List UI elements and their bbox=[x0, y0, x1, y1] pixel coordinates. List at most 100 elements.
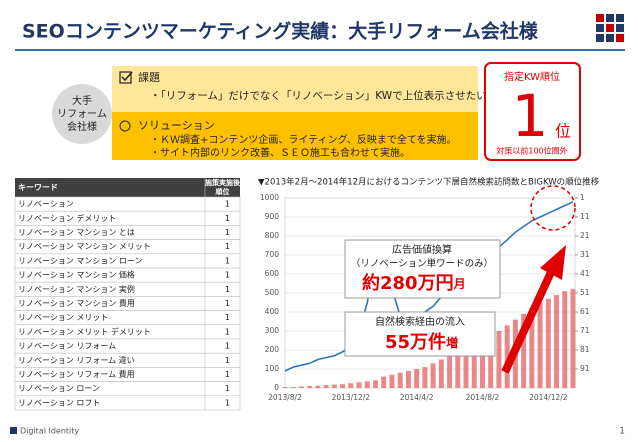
rank-cell: 1 bbox=[225, 384, 230, 393]
bar bbox=[529, 308, 535, 388]
header-cell: 順位 bbox=[216, 187, 230, 196]
keyword-cell: リノベーション マンション 実例 bbox=[18, 284, 135, 294]
callout bbox=[344, 239, 501, 299]
bar bbox=[570, 289, 576, 388]
y2-tick-label: 41 bbox=[580, 269, 590, 278]
y-tick-label: 1000 bbox=[260, 193, 279, 202]
result-rank: 1 bbox=[512, 82, 549, 150]
result-panel bbox=[484, 62, 581, 161]
logo bbox=[596, 14, 624, 42]
line bbox=[284, 201, 574, 372]
client-label: 会社様 bbox=[67, 120, 97, 133]
bar bbox=[307, 386, 313, 388]
rank-cell: 1 bbox=[225, 228, 230, 237]
rank-cell: 1 bbox=[225, 356, 230, 365]
y-tick-label: 400 bbox=[265, 307, 280, 316]
bar bbox=[471, 344, 477, 388]
table-row bbox=[14, 395, 241, 411]
y2-tick-label: 91 bbox=[580, 364, 590, 373]
bar bbox=[331, 384, 337, 388]
arrow-head bbox=[540, 245, 566, 280]
bar bbox=[381, 376, 387, 388]
bar bbox=[364, 381, 370, 388]
bar bbox=[447, 355, 453, 388]
bar bbox=[504, 325, 510, 388]
callout-value: 55万件増 bbox=[385, 331, 458, 353]
issue-text: ・「リフォーム」だけでなく「リノベーション」KWで上位表示させたい。 bbox=[150, 89, 497, 102]
rank-cell: 1 bbox=[225, 299, 230, 308]
rank-cell: 1 bbox=[225, 313, 230, 322]
highlight-circle bbox=[530, 185, 576, 231]
bar bbox=[348, 383, 354, 388]
x-tick-label: 2013/8/2 bbox=[268, 393, 302, 402]
solution-panel bbox=[112, 112, 478, 160]
callout-text: 自然検索経由の流入 bbox=[375, 315, 465, 328]
keyword-cell: リノベーション リフォーム 費用 bbox=[18, 369, 135, 379]
bar bbox=[340, 384, 346, 388]
y2-tick-label: 1 bbox=[580, 193, 585, 202]
rank-cell: 1 bbox=[225, 327, 230, 336]
bar bbox=[356, 382, 362, 388]
keyword-cell: リノベーション メリット bbox=[18, 313, 108, 322]
rank-cell: 1 bbox=[225, 214, 230, 223]
rank-cell: 1 bbox=[225, 271, 230, 280]
keyword-cell: リノベーション マンション 費用 bbox=[18, 298, 135, 308]
solution-item: ・ＫＷ調査+コンテンツ企画、ライティング、反映まで全てを実施。 bbox=[150, 133, 457, 146]
bar bbox=[290, 387, 296, 388]
callout bbox=[344, 311, 496, 357]
keyword-cell: リノベーション リフォーム 違い bbox=[18, 355, 135, 365]
slide-title: SEOコンテンツマーケティング実績：大手リフォーム会社様 bbox=[22, 20, 539, 43]
bar bbox=[282, 387, 288, 388]
bar bbox=[298, 386, 304, 388]
bar bbox=[438, 359, 444, 388]
keyword-cell: リノベーション マンション とは bbox=[18, 228, 135, 237]
rank-cell: 1 bbox=[225, 285, 230, 294]
callout-big: 約280万円 bbox=[362, 272, 454, 294]
bar bbox=[414, 369, 420, 388]
header-cell: キーワード bbox=[18, 183, 58, 192]
page-number: 1 bbox=[619, 427, 625, 437]
footer-brand: Digital Identity bbox=[20, 427, 79, 436]
result-note: 対策以前100位圏外 bbox=[496, 146, 567, 156]
bar bbox=[373, 380, 379, 388]
bar bbox=[389, 374, 395, 388]
result-label: 指定KW順位 bbox=[504, 70, 560, 83]
keyword-cell: リノベーション マンション メリット bbox=[18, 242, 151, 251]
issue-panel bbox=[112, 66, 478, 112]
bar bbox=[455, 351, 461, 388]
y2-tick-label: 81 bbox=[580, 345, 590, 354]
bar bbox=[397, 372, 403, 388]
y2-tick-label: 11 bbox=[580, 212, 590, 221]
y-tick-label: 600 bbox=[265, 269, 280, 278]
rank-cell: 1 bbox=[225, 256, 230, 265]
callout-value: 約280万円月 bbox=[362, 272, 466, 294]
bar bbox=[537, 302, 543, 388]
bar bbox=[562, 291, 568, 388]
bar bbox=[315, 385, 321, 388]
bar bbox=[496, 331, 502, 388]
bar bbox=[422, 367, 428, 388]
keyword-cell: リノベーション メリット デメリット bbox=[18, 326, 151, 336]
y2-tick-label: 51 bbox=[580, 288, 590, 297]
check-icon bbox=[119, 71, 132, 84]
keyword-cell: リノベーション ローン bbox=[18, 384, 100, 393]
x-tick-label: 2014/12/2 bbox=[529, 393, 568, 402]
arrow bbox=[501, 268, 556, 374]
check-icon bbox=[121, 71, 133, 82]
y-tick-label: 700 bbox=[265, 250, 280, 259]
keyword-cell: リノベーション ロフト bbox=[18, 398, 100, 407]
rank-cell: 1 bbox=[225, 200, 230, 209]
header-cell: 施策実施後 bbox=[205, 178, 241, 187]
callout-big: 55万件 bbox=[385, 331, 446, 353]
solution-heading: ソリューション bbox=[138, 119, 215, 132]
client-label: リフォーム bbox=[57, 108, 107, 120]
result-unit: 位 bbox=[555, 122, 571, 141]
rank-cell: 1 bbox=[225, 370, 230, 379]
client-label: 大手 bbox=[72, 94, 92, 107]
client-badge bbox=[52, 84, 112, 144]
solution-item: ・サイト内部のリンク改善、ＳＥＯ施工も合わせて実施。 bbox=[150, 146, 410, 159]
y-tick-label: 900 bbox=[265, 212, 280, 221]
y-tick-label: 200 bbox=[265, 345, 280, 354]
